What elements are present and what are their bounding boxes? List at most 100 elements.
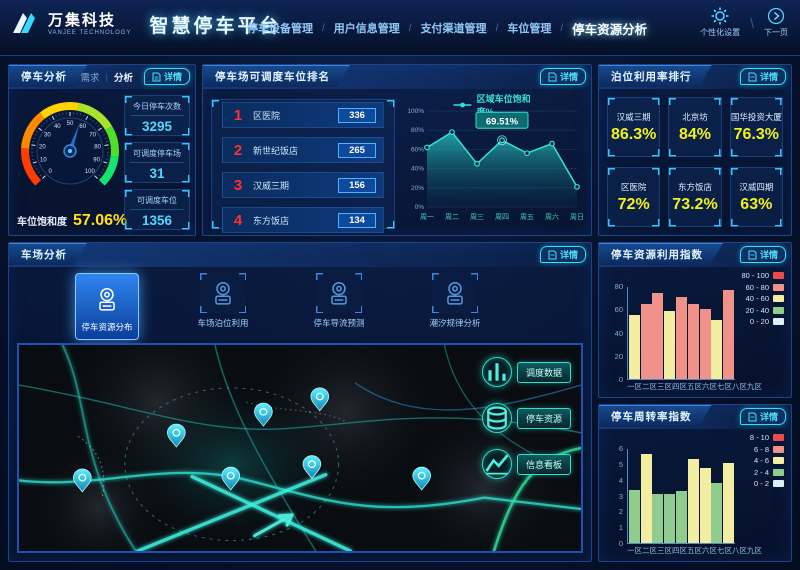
tab-resource-distribution[interactable]: 停车资源分布 [75, 273, 139, 340]
next-page-button[interactable]: 下一页 [764, 7, 788, 38]
parking-analysis-panel: 停车分析 需求 | 分析 详情 0 10 20 30 40 50 60 70 80 90 100 车… [8, 64, 196, 236]
bar [675, 297, 687, 379]
detail-button[interactable]: 详情 [539, 246, 586, 263]
svg-text:50: 50 [67, 121, 74, 127]
nav-item-payment[interactable]: 支付渠道管理 [420, 23, 487, 35]
rank-value: 134 [338, 212, 376, 228]
detail-label: 详情 [759, 250, 778, 260]
personal-settings-button[interactable]: 个性化设置 [700, 7, 740, 38]
panel-title: 停车资源利用指数 [599, 243, 723, 265]
ranking-row[interactable]: 2 新世纪饭店 265 [222, 137, 384, 163]
svg-text:40: 40 [54, 124, 61, 130]
detail-button[interactable]: 详情 [739, 246, 786, 263]
bar [723, 290, 735, 379]
utilization-card[interactable]: 东方饭店 73.2% [668, 167, 722, 227]
info-board-button[interactable]: 信息看板 [481, 449, 571, 479]
tab-berth-usage[interactable]: 车场泊位利用 [191, 273, 255, 329]
card-name: 汉威三期 [616, 111, 651, 122]
bar [640, 304, 652, 379]
card-name: 北京坊 [682, 111, 708, 122]
stat-label: 可调度车位 [130, 195, 184, 210]
dispatch-data-button[interactable]: 调度数据 [481, 357, 571, 387]
parking-meter-icon [99, 287, 115, 311]
bar [640, 454, 652, 543]
detail-button[interactable]: 详情 [539, 68, 586, 85]
ranking-row[interactable]: 3 汉威三期 156 [222, 172, 384, 198]
parking-meter-icon [215, 281, 231, 305]
panel-title: 车场分析 [9, 243, 87, 265]
utilization-card[interactable]: 汉威四期 63% [729, 167, 783, 227]
parking-resource-button[interactable]: 停车资源 [481, 403, 571, 433]
svg-text:60: 60 [79, 124, 86, 130]
x-axis: 一区 二区 三区 四区 五区 六区 七区 八区 九区 [627, 546, 762, 555]
legend-item: 8 - 10 [750, 433, 784, 442]
svg-text:周五: 周五 [520, 213, 534, 221]
document-icon [548, 250, 557, 259]
map-buttons: 调度数据 停车资源 信息看板 [481, 357, 571, 479]
bar [687, 459, 699, 543]
x-axis: 一区 二区 三区 四区 五区 六区 七区 八区 九区 [627, 382, 762, 391]
tab-demand[interactable]: 需求 [80, 73, 100, 84]
utilization-card[interactable]: 区医院 72% [607, 167, 661, 227]
tab-separator: | [105, 71, 108, 83]
tab-analysis[interactable]: 分析 [113, 73, 133, 84]
tab-tidal-pattern[interactable]: 潮汐规律分析 [423, 273, 487, 329]
rank-value: 336 [338, 107, 376, 123]
bar [711, 483, 723, 543]
city-map[interactable]: 调度数据 停车资源 信息看板 [17, 343, 583, 553]
svg-text:20%: 20% [411, 185, 424, 192]
bar [652, 292, 664, 379]
rank-name: 汉威三期 [253, 180, 290, 191]
detail-button[interactable]: 详情 [739, 68, 786, 85]
document-icon [748, 250, 757, 259]
rank-number: 1 [233, 106, 243, 124]
nav-item-user[interactable]: 用户信息管理 [333, 23, 400, 35]
nav-item-space[interactable]: 车位管理 [507, 23, 552, 35]
utilization-card[interactable]: 汉威三期 86.3% [607, 97, 661, 157]
berth-utilization-panel: 泊位利用率排行 详情 汉威三期 86.3% 北京坊 84% 国华投资大厦 76.… [598, 64, 792, 236]
panel-title: 停车分析 [9, 65, 87, 87]
svg-text:周四: 周四 [495, 213, 509, 221]
svg-text:100: 100 [85, 169, 96, 175]
utilization-card[interactable]: 北京坊 84% [668, 97, 722, 157]
main-nav: 停车设备管理 / 用户信息管理 / 支付渠道管理 / 车位管理 / 停车资源分析 [238, 0, 656, 56]
nav-item-resource-analysis[interactable]: 停车资源分析 [572, 22, 648, 37]
svg-text:80: 80 [94, 145, 101, 151]
rank-value: 265 [338, 142, 376, 158]
svg-text:40%: 40% [411, 166, 424, 173]
map-button-label: 停车资源 [516, 407, 571, 429]
svg-text:90: 90 [93, 158, 100, 164]
nav-separator: / [560, 22, 564, 34]
nav-separator: / [322, 22, 325, 34]
bar [664, 311, 676, 379]
next-page-label: 下一页 [764, 28, 788, 37]
legend-item: 0 - 20 [741, 317, 784, 326]
tab-flow-forecast[interactable]: 停车导流预测 [307, 273, 371, 329]
legend-item: 40 - 60 [741, 294, 784, 303]
ranking-row[interactable]: 4 东方饭店 134 [222, 207, 384, 233]
card-name: 汉威四期 [739, 181, 774, 192]
card-value: 72% [617, 195, 650, 213]
utilization-card[interactable]: 国华投资大厦 76.3% [729, 97, 783, 157]
document-icon [748, 412, 757, 421]
brand-name: 万集科技 [48, 11, 117, 29]
legend-item: 60 - 80 [741, 283, 784, 292]
logo: 万集科技 VANJEE TECHNOLOGY 智慧停车平台 [10, 9, 281, 39]
ranking-list: 1 区医院 336 2 新世纪饭店 265 3 汉威三期 156 4 东方饭店 … [211, 99, 395, 233]
bar [723, 463, 735, 543]
stats-column: 今日停车次数 3295 可调度停车场 31 可调度车位 1356 [124, 95, 190, 230]
nav-separator: / [408, 22, 412, 34]
detail-button[interactable]: 详情 [739, 408, 786, 425]
rank-name: 区医院 [253, 110, 281, 121]
database-icon [487, 406, 507, 430]
legend-item: 0 - 2 [750, 479, 784, 488]
legend-marker-icon [453, 102, 472, 108]
ranking-row[interactable]: 1 区医院 336 [222, 102, 384, 128]
detail-button[interactable]: 详情 [143, 68, 190, 85]
saturation-label: 车位饱和度 [17, 217, 67, 228]
nav-item-device[interactable]: 停车设备管理 [247, 23, 313, 35]
bar [664, 494, 676, 543]
stat-value: 31 [149, 166, 165, 181]
